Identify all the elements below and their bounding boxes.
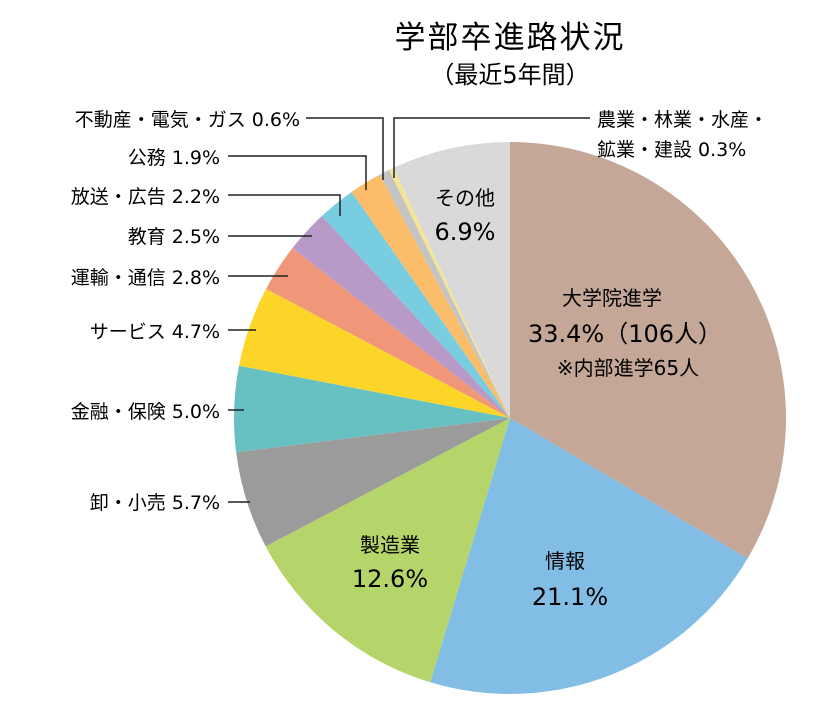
pie-slice-2 [265, 418, 510, 683]
label-daigakuin-name: 大学院進学 [562, 286, 662, 310]
pie-slice-10 [379, 169, 510, 418]
label-daigakuin-note: ※内部進学65人 [557, 356, 699, 380]
leader-hoso [228, 194, 341, 216]
pie-slice-5 [239, 288, 510, 418]
label-service: サービス 4.7% [90, 321, 220, 343]
label-kinyu: 金融・保険 5.0% [71, 401, 220, 423]
label-komu: 公務 1.9% [128, 147, 220, 169]
pie-slice-3 [236, 418, 510, 547]
chart-title: 学部卒進路状況 [395, 20, 626, 56]
pie-slice-11 [389, 167, 510, 418]
pie-slice-4 [234, 365, 510, 453]
leader-komu [228, 155, 367, 190]
label-joho-name: 情報 [545, 549, 585, 573]
pie-slices [234, 142, 786, 694]
pie-slice-9 [351, 174, 510, 418]
label-seizo-name: 製造業 [360, 533, 420, 557]
leader-fudosan [306, 117, 384, 180]
pie-slice-8 [321, 191, 510, 418]
label-seizo-pct: 12.6% [352, 565, 428, 593]
label-daigakuin-pct: 33.4%（106人） [528, 320, 722, 348]
pie-slice-7 [292, 216, 510, 418]
label-nogyo-line1: 農業・林業・水産・ [597, 109, 768, 131]
label-nogyo-line2: 鉱業・建設 0.3% [597, 139, 746, 161]
pie-slice-6 [266, 248, 510, 418]
label-fudosan: 不動産・電気・ガス 0.6% [75, 109, 300, 131]
label-kyoiku: 教育 2.5% [128, 226, 220, 248]
pie-slice-1 [430, 418, 748, 694]
label-oroshi: 卸・小売 5.7% [90, 492, 220, 514]
pie-slice-0 [510, 142, 786, 559]
leader-nogyo [393, 117, 590, 178]
label-unyu: 運輸・通信 2.8% [71, 267, 220, 289]
label-sonota-pct: 6.9% [435, 218, 496, 246]
leader-lines [228, 117, 590, 503]
chart-subtitle: （最近5年間） [430, 61, 589, 89]
label-sonota-name: その他 [435, 186, 495, 210]
pie-slice-12 [393, 142, 510, 418]
label-hoso: 放送・広告 2.2% [71, 186, 220, 208]
label-joho-pct: 21.1% [532, 583, 608, 611]
